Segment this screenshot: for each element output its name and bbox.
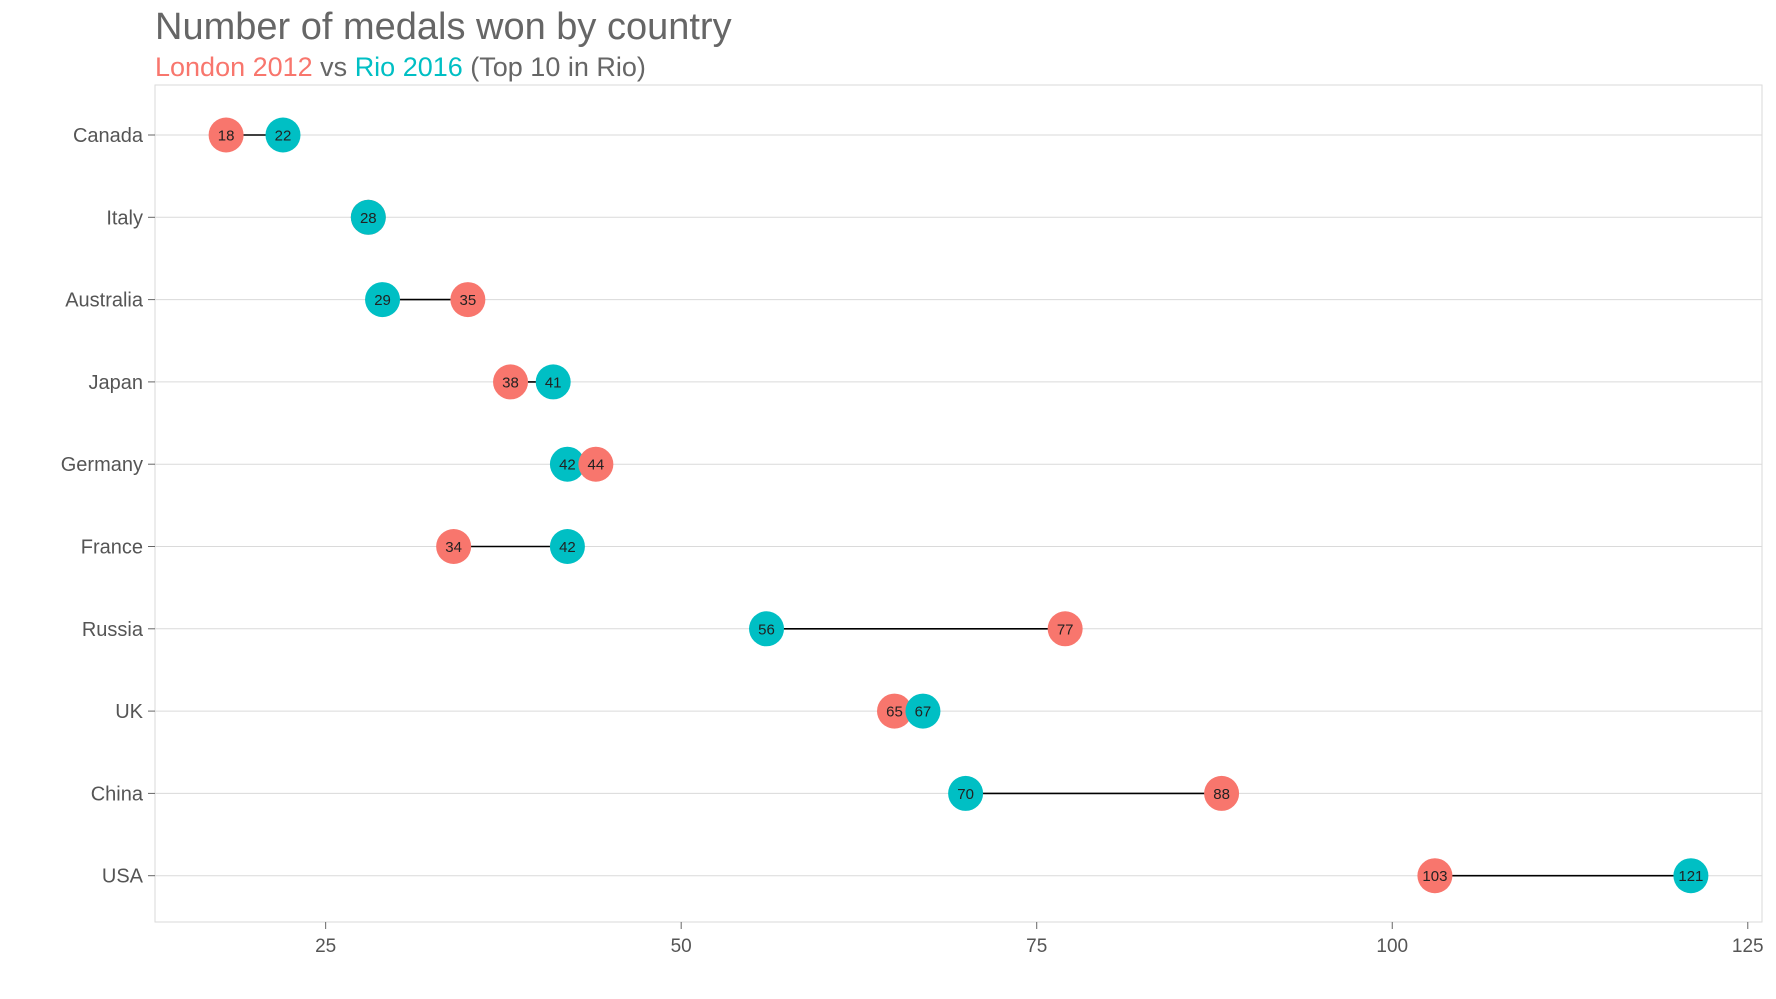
point-rio: [1673, 858, 1709, 894]
point-rio: [948, 775, 984, 811]
y-tick-label: France: [81, 537, 143, 559]
x-tick-label: 50: [671, 936, 692, 957]
x-tick-label: 75: [1026, 936, 1047, 957]
x-tick-label: 25: [315, 936, 336, 957]
point-label-london: 65: [886, 704, 903, 721]
point-rio: [535, 364, 571, 400]
chart-title: Number of medals won by country: [155, 6, 732, 48]
point-label-rio: 121: [1678, 868, 1703, 885]
point-rio: [350, 199, 386, 235]
point-label-rio: 41: [545, 374, 562, 391]
point-label-london: 38: [502, 374, 519, 391]
point-label-rio: 56: [758, 621, 775, 638]
subtitle-vs: vs: [312, 52, 355, 82]
point-london: [450, 282, 486, 318]
y-tick-label: China: [91, 783, 144, 805]
point-london: [1047, 611, 1083, 647]
subtitle-rest: (Top 10 in Rio): [462, 52, 646, 82]
x-tick-label: 125: [1732, 936, 1764, 957]
x-tick-label: 100: [1376, 936, 1408, 957]
y-tick-label: Canada: [73, 125, 144, 147]
point-london: [208, 117, 244, 153]
y-tick-label: Russia: [82, 619, 144, 641]
point-london: [877, 693, 913, 729]
point-rio: [905, 693, 941, 729]
point-label-rio: 28: [360, 210, 377, 227]
point-label-rio: 29: [374, 292, 391, 309]
point-rio: [265, 117, 301, 153]
point-label-london: 88: [1213, 786, 1230, 803]
point-london: [493, 364, 529, 400]
point-london: [1417, 858, 1453, 894]
y-tick-label: USA: [102, 866, 144, 888]
point-label-rio: 70: [957, 786, 974, 803]
point-rio: [749, 611, 785, 647]
point-label-london: 35: [460, 292, 477, 309]
point-label-rio: 22: [275, 128, 292, 145]
point-label-rio: 42: [559, 539, 576, 556]
point-rio: [365, 282, 401, 318]
point-label-london: 34: [445, 539, 462, 556]
point-rio: [549, 446, 585, 482]
point-label-london: 103: [1422, 868, 1447, 885]
chart-subtitle: London 2012 vs Rio 2016 (Top 10 in Rio): [155, 52, 646, 83]
point-label-london: 77: [1057, 621, 1074, 638]
y-tick-label: Japan: [89, 372, 144, 394]
subtitle-rio: Rio 2016: [354, 52, 463, 82]
plot-panel: [154, 84, 1763, 923]
point-london: [1204, 775, 1240, 811]
point-label-london: 44: [588, 457, 605, 474]
y-tick-label: Italy: [106, 207, 143, 229]
point-london: [578, 446, 614, 482]
subtitle-london: London 2012: [155, 52, 313, 82]
y-tick-label: Germany: [61, 454, 143, 476]
y-tick-label: Australia: [65, 290, 144, 312]
point-label-rio: 67: [915, 704, 932, 721]
point-label-london: 18: [218, 128, 235, 145]
y-tick-label: UK: [115, 701, 143, 723]
point-label-rio: 42: [559, 457, 576, 474]
point-london: [436, 529, 472, 564]
point-rio: [549, 529, 585, 564]
